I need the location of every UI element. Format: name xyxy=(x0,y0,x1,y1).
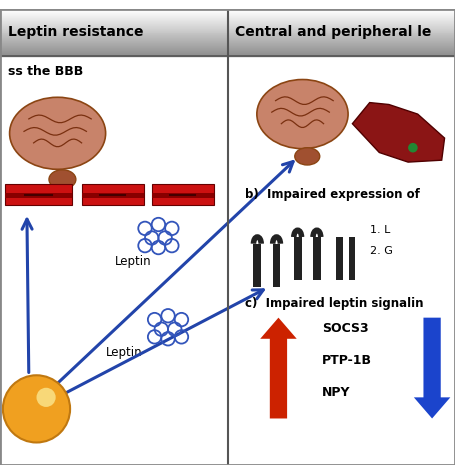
Bar xyxy=(254,244,261,287)
Bar xyxy=(0,33,455,34)
Bar xyxy=(0,14,455,15)
Bar xyxy=(0,21,455,22)
Bar xyxy=(0,54,455,55)
Bar xyxy=(0,29,455,30)
Bar xyxy=(0,34,455,35)
Bar xyxy=(0,26,455,27)
Text: Leptin: Leptin xyxy=(106,346,142,359)
Bar xyxy=(0,53,455,54)
Text: Leptin: Leptin xyxy=(115,255,152,268)
Ellipse shape xyxy=(49,170,76,189)
Bar xyxy=(152,192,214,198)
Bar xyxy=(82,192,144,198)
Bar xyxy=(0,45,455,46)
Text: NPY: NPY xyxy=(322,386,350,399)
Bar xyxy=(0,28,455,29)
Bar xyxy=(336,237,343,280)
Circle shape xyxy=(3,375,70,443)
Bar xyxy=(0,51,455,52)
Bar xyxy=(82,184,144,205)
Bar xyxy=(0,50,455,51)
Bar xyxy=(0,31,455,33)
Bar xyxy=(0,40,455,41)
Text: Leptin resistance: Leptin resistance xyxy=(8,26,143,39)
Text: ss the BBB: ss the BBB xyxy=(8,65,83,78)
Bar xyxy=(0,10,455,11)
Ellipse shape xyxy=(257,80,348,149)
Bar xyxy=(0,39,455,40)
FancyArrow shape xyxy=(260,318,297,419)
Bar xyxy=(0,38,455,39)
Ellipse shape xyxy=(295,148,320,165)
Bar xyxy=(294,237,301,280)
Bar xyxy=(0,22,455,23)
Bar xyxy=(0,42,455,43)
Bar xyxy=(5,192,72,198)
Bar xyxy=(0,47,455,48)
Bar xyxy=(0,49,455,50)
Bar xyxy=(0,16,455,17)
Bar xyxy=(0,23,455,24)
Text: c)  Impaired leptin signalin: c) Impaired leptin signalin xyxy=(245,297,423,310)
Bar xyxy=(0,9,455,10)
Ellipse shape xyxy=(9,97,106,169)
Text: 1. L: 1. L xyxy=(370,225,390,235)
Bar xyxy=(0,35,455,36)
Bar xyxy=(0,25,455,26)
Bar xyxy=(0,44,455,45)
Bar xyxy=(0,30,455,31)
Bar xyxy=(273,244,281,287)
Polygon shape xyxy=(352,102,445,162)
Circle shape xyxy=(36,388,55,407)
Bar xyxy=(0,11,455,12)
Text: SOCS3: SOCS3 xyxy=(322,322,368,336)
Bar xyxy=(0,52,455,53)
Bar xyxy=(313,237,321,280)
Bar xyxy=(0,13,455,14)
Text: b)  Impaired expression of: b) Impaired expression of xyxy=(245,188,420,201)
Bar xyxy=(0,37,455,38)
Bar xyxy=(0,15,455,16)
Bar xyxy=(0,24,455,25)
FancyArrow shape xyxy=(414,318,450,419)
Bar xyxy=(0,48,455,49)
Bar xyxy=(152,184,214,205)
Bar xyxy=(0,20,455,21)
Text: Central and peripheral le: Central and peripheral le xyxy=(235,26,432,39)
Bar xyxy=(0,41,455,42)
Bar xyxy=(0,18,455,19)
Text: PTP-1B: PTP-1B xyxy=(322,354,372,367)
Bar xyxy=(0,17,455,18)
Bar xyxy=(0,46,455,47)
Bar xyxy=(0,19,455,20)
Bar xyxy=(0,12,455,13)
Bar xyxy=(0,36,455,37)
Bar xyxy=(348,237,356,280)
Bar xyxy=(5,184,72,205)
Bar xyxy=(0,27,455,28)
Bar xyxy=(0,43,455,44)
Text: 2. G: 2. G xyxy=(370,246,392,255)
Circle shape xyxy=(408,143,418,153)
